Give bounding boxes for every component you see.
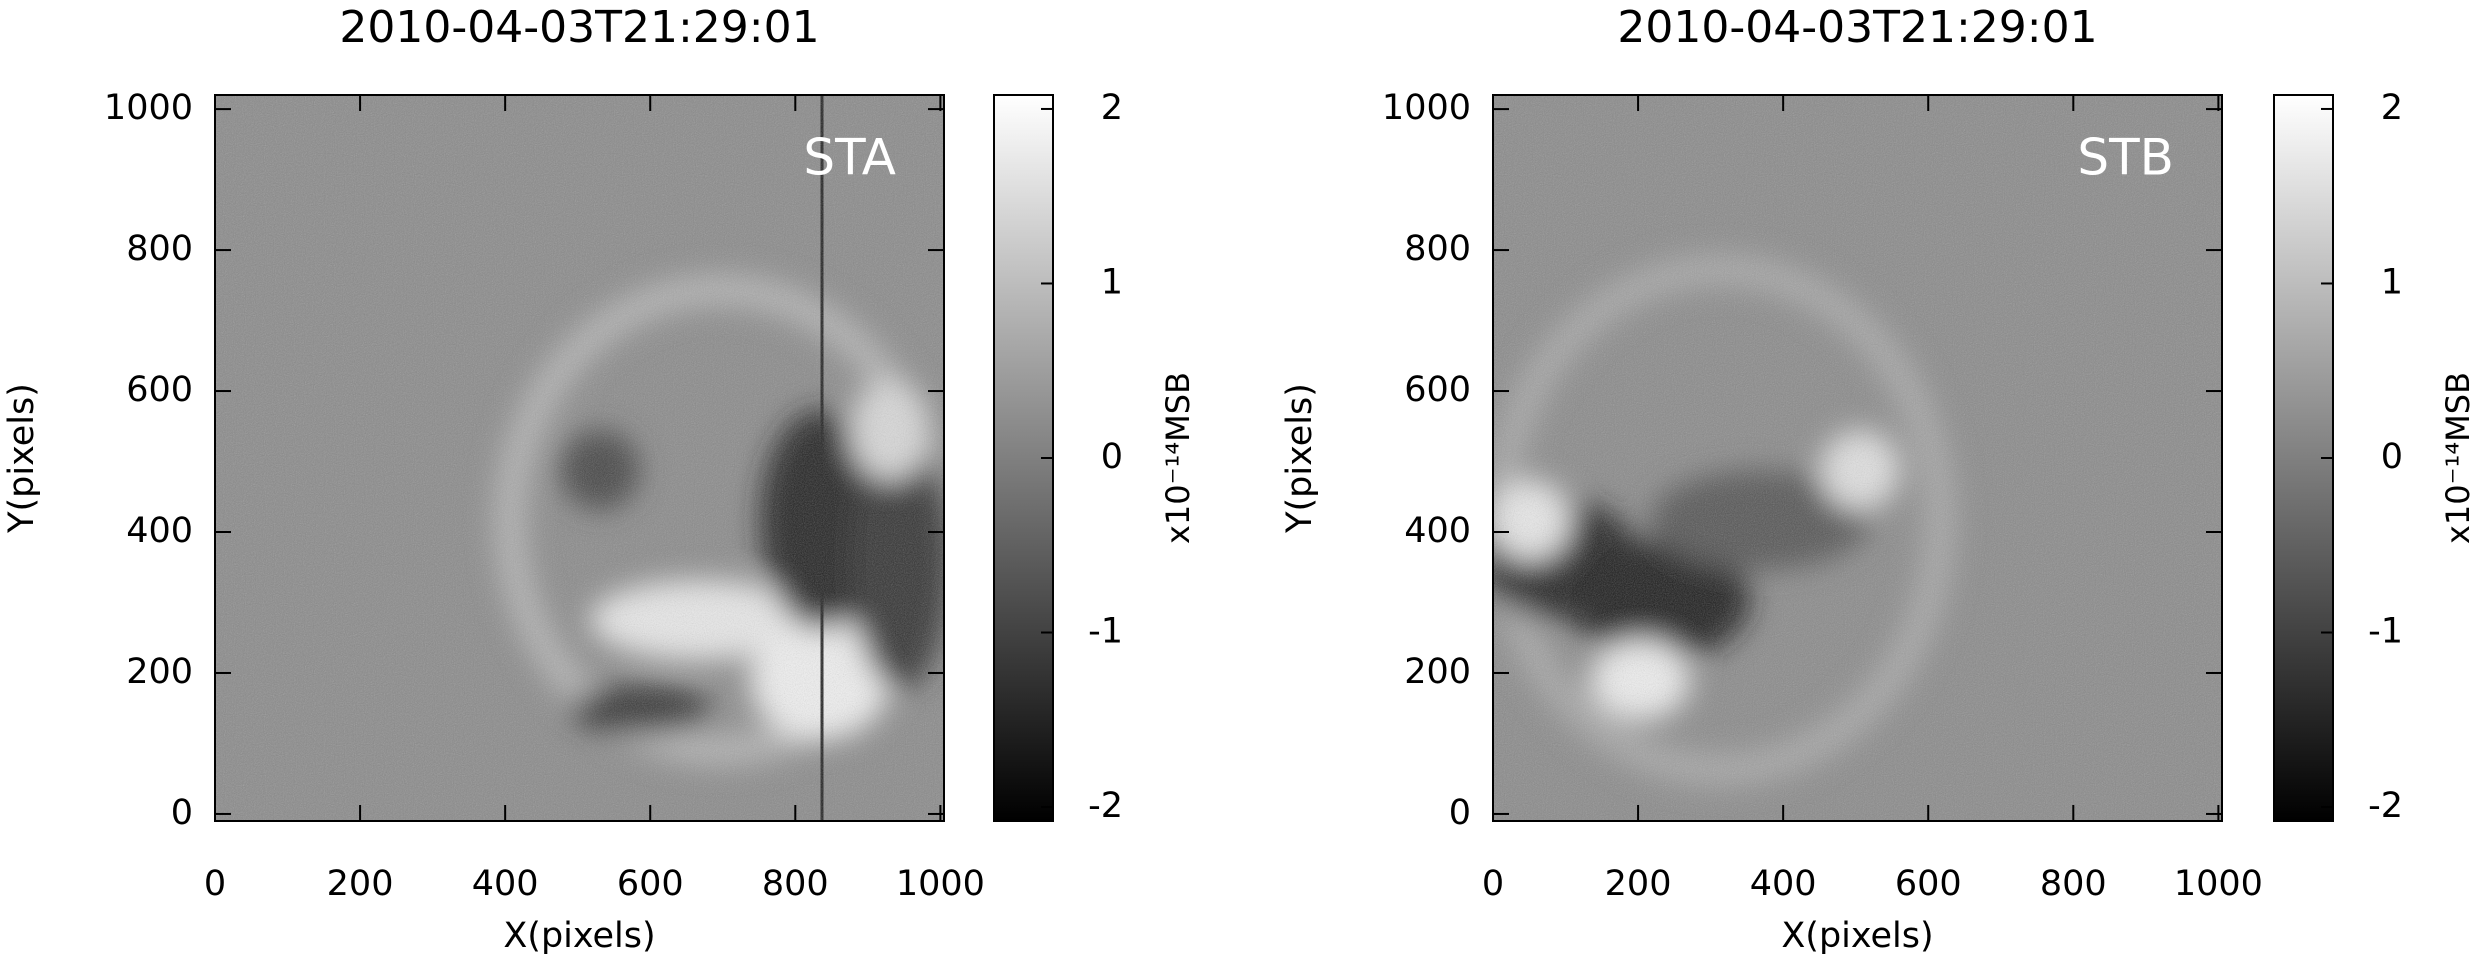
x-tick-label: 400 — [1750, 864, 1817, 904]
image-b — [1493, 95, 2222, 821]
x-tick-label: 400 — [472, 864, 539, 904]
colorbar-tick-label: 1 — [1101, 262, 1123, 302]
y-tick-label: 400 — [1404, 511, 1471, 551]
x-axis-label: X(pixels) — [1781, 916, 1933, 956]
y-axis-label: Y(pixels) — [1280, 383, 1320, 534]
colorbar-label: x10⁻¹⁴MSB — [1159, 372, 1197, 544]
colorbar-tick-label: -1 — [2368, 612, 2403, 652]
plot-frame — [1492, 94, 2223, 822]
y-tick-label: 800 — [126, 229, 193, 269]
y-tick-label: 1000 — [104, 88, 193, 128]
x-tick-label: 600 — [617, 864, 684, 904]
x-tick-label: 0 — [204, 864, 226, 904]
chart-title: 2010-04-03T21:29:01 — [339, 2, 819, 53]
x-tick-label: 0 — [1482, 864, 1504, 904]
y-tick-label: 200 — [1404, 652, 1471, 692]
colorbar-tick-label: -2 — [2368, 786, 2403, 826]
colorbar-tick-label: 1 — [2381, 262, 2403, 302]
x-tick-label: 200 — [327, 864, 394, 904]
x-tick-label: 800 — [762, 864, 829, 904]
colorbar-tick-label: -1 — [1088, 612, 1123, 652]
plot-frame — [214, 94, 945, 822]
y-tick-label: 600 — [1404, 370, 1471, 410]
x-tick-label: 1000 — [896, 864, 985, 904]
y-axis-label: Y(pixels) — [2, 383, 42, 534]
x-axis-label: X(pixels) — [503, 916, 655, 956]
y-tick-label: 600 — [126, 370, 193, 410]
y-tick-label: 200 — [126, 652, 193, 692]
x-tick-label: 200 — [1605, 864, 1672, 904]
panel-label: STB — [2077, 129, 2174, 187]
image-a — [215, 95, 944, 821]
y-tick-label: 1000 — [1382, 88, 1471, 128]
x-tick-label: 800 — [2040, 864, 2107, 904]
x-tick-label: 1000 — [2174, 864, 2263, 904]
panel-label: STA — [803, 129, 896, 187]
y-tick-label: 0 — [1449, 793, 1471, 833]
colorbar-tick-label: 0 — [2381, 437, 2403, 477]
colorbar-tick-label: 0 — [1101, 437, 1123, 477]
chart-title: 2010-04-03T21:29:01 — [1617, 2, 2097, 53]
y-tick-label: 0 — [171, 793, 193, 833]
colorbar-tick-label: 2 — [2381, 88, 2403, 128]
y-tick-label: 400 — [126, 511, 193, 551]
x-tick-label: 600 — [1895, 864, 1962, 904]
colorbar-tick-label: 2 — [1101, 88, 1123, 128]
colorbar-tick-label: -2 — [1088, 786, 1123, 826]
colorbar-label: x10⁻¹⁴MSB — [2439, 372, 2474, 544]
y-tick-label: 800 — [1404, 229, 1471, 269]
